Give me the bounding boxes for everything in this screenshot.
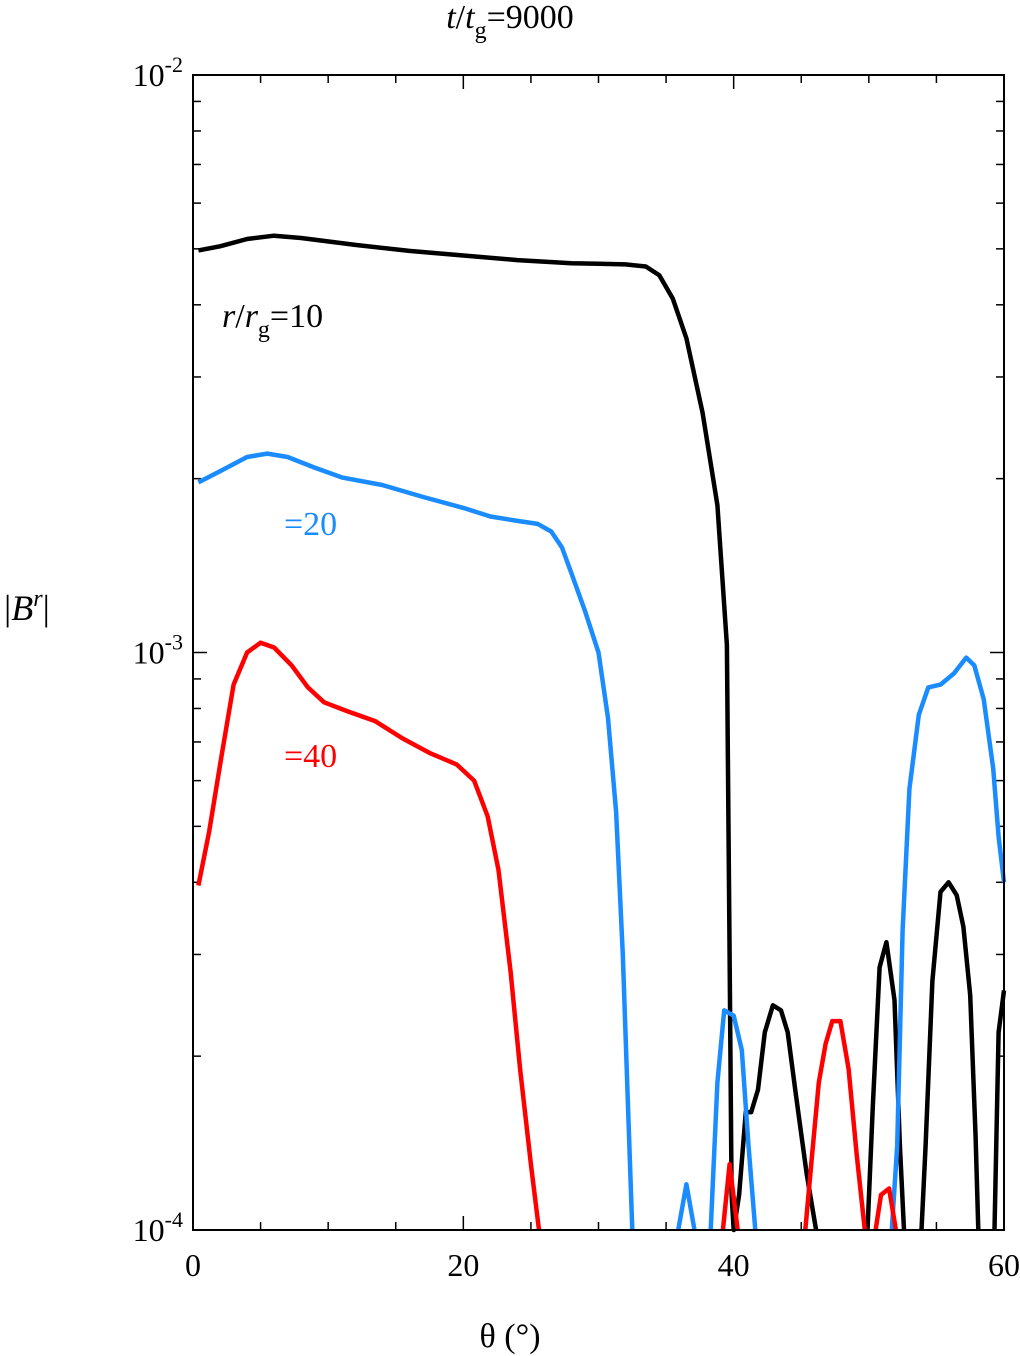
axis-ticks: 10-4 10-3 10-2 0 20 40 60 (133, 52, 1020, 1283)
series-line-1 (197, 451, 1007, 1231)
x-tick-label: 60 (988, 1247, 1020, 1283)
label-r10: r/rg=10 (222, 298, 324, 343)
plot-frame (192, 74, 1005, 1231)
x-axis-label: θ (°) (479, 1318, 541, 1355)
series-group (196, 233, 1007, 1233)
y-tick-label: 10-4 (133, 1207, 183, 1248)
chart-title: t/tg=9000 (446, 0, 574, 44)
label-r40: =40 (284, 738, 338, 775)
x-tick-label: 20 (447, 1247, 479, 1283)
series-line-2 (196, 640, 899, 1231)
series-line-0 (197, 233, 1007, 1233)
y-tick-label: 10-3 (133, 630, 183, 671)
y-tick-label: 10-2 (133, 52, 183, 93)
x-tick-label: 0 (185, 1247, 201, 1283)
x-tick-label: 40 (718, 1247, 750, 1283)
y-axis-label: |Br| (4, 586, 50, 628)
label-r20: =20 (284, 506, 338, 543)
